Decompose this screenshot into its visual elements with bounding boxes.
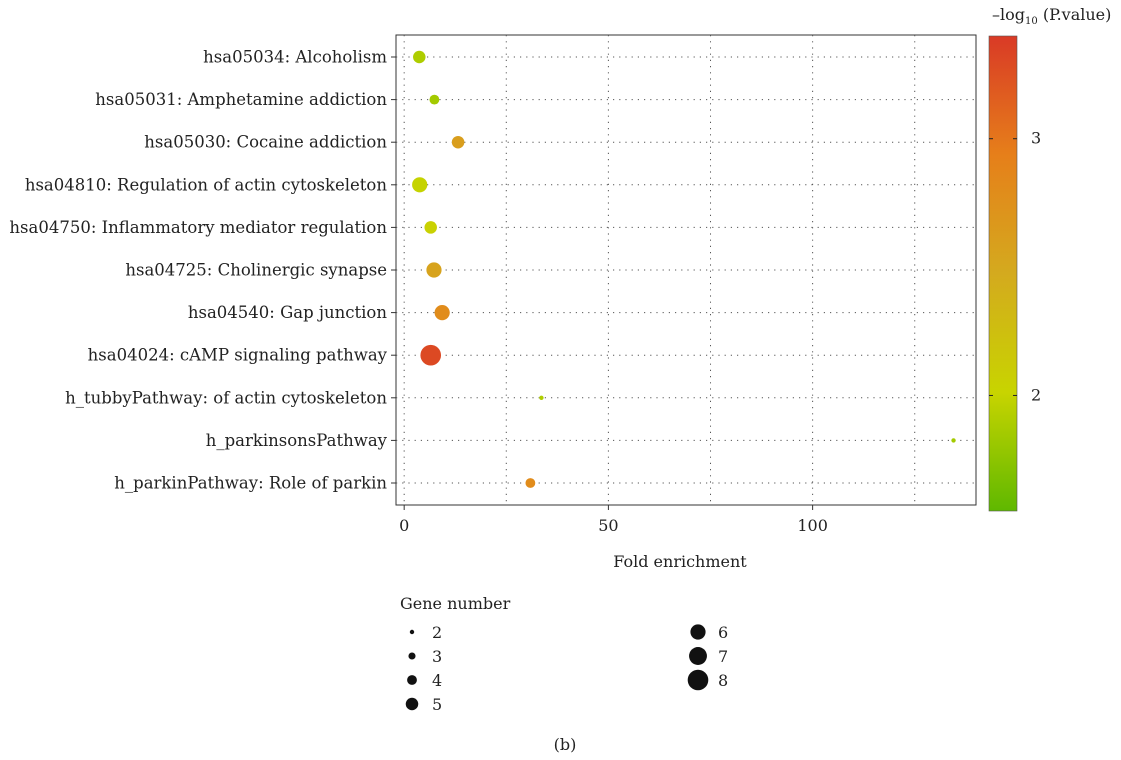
data-point [451, 135, 465, 149]
data-point [412, 177, 428, 193]
size-legend-label: 6 [718, 623, 728, 642]
size-legend-dot [405, 697, 419, 711]
size-legend-label: 5 [432, 695, 442, 714]
y-tick-label: h_parkinsonsPathway [206, 431, 388, 450]
colorbar-tick-label: 3 [1031, 129, 1041, 148]
size-legend-dot [407, 675, 417, 685]
data-point [426, 262, 442, 278]
size-legend-label: 3 [432, 647, 442, 666]
data-point [525, 478, 536, 488]
size-legend-dot [409, 629, 415, 635]
y-tick-label: h_tubbyPathway: of actin cytoskeleton [65, 388, 387, 407]
size-legend-title: Gene number [400, 594, 511, 613]
x-tick-label: 100 [797, 516, 828, 535]
panel-label: (b) [554, 735, 577, 754]
colorbar [988, 35, 1018, 512]
y-tick-label: hsa05030: Cocaine addiction [144, 133, 387, 152]
y-tick-label: hsa05031: Amphetamine addiction [95, 90, 387, 109]
size-legend-dot [690, 624, 706, 640]
x-tick-label: 0 [399, 516, 409, 535]
y-tick-label: hsa04810: Regulation of actin cytoskelet… [25, 175, 388, 194]
size-legend-dot [687, 669, 709, 691]
data-point [413, 50, 426, 64]
y-tick-label: hsa04725: Cholinergic synapse [125, 261, 387, 280]
x-tick-label: 50 [598, 516, 618, 535]
size-legend-label: 7 [718, 647, 728, 666]
size-legend-dot [689, 647, 707, 665]
data-point [429, 94, 440, 105]
size-legend-label: 2 [432, 623, 442, 642]
data-point [951, 438, 956, 443]
y-tick-label: hsa04750: Inflammatory mediator regulati… [9, 218, 387, 237]
y-tick-label: hsa04024: cAMP signaling pathway [88, 346, 388, 365]
colorbar-tick-label: 2 [1031, 385, 1041, 404]
y-tick-label: h_parkinPathway: Role of parkin [114, 474, 387, 493]
colorbar-title: –log10 (P.value) [992, 5, 1111, 27]
size-legend-label: 8 [718, 671, 728, 690]
data-point [434, 305, 450, 321]
data-point [539, 395, 544, 400]
size-legend-dot [408, 652, 416, 660]
x-axis-title: Fold enrichment [613, 552, 747, 571]
y-tick-label: hsa04540: Gap junction [188, 303, 388, 322]
y-tick-label: hsa05034: Alcoholism [203, 48, 387, 67]
size-legend-label: 4 [432, 671, 442, 690]
data-point [420, 344, 442, 366]
data-point [424, 221, 437, 234]
